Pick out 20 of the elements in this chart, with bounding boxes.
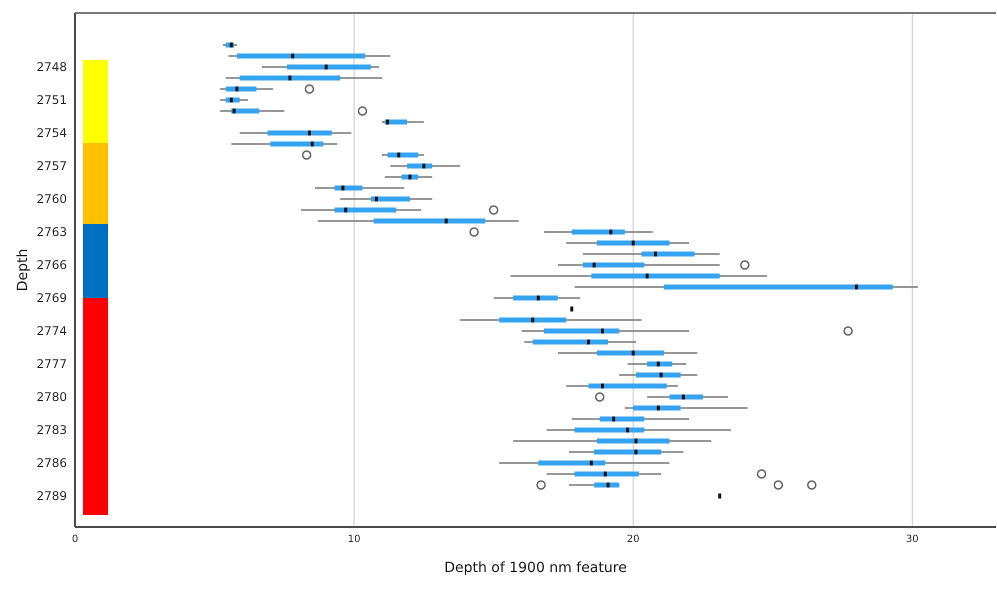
y-tick-label: 2748: [36, 60, 67, 74]
x-tick-label: 30: [906, 534, 919, 546]
x-axis-title: Depth of 1900 nm feature: [444, 560, 627, 576]
y-tick-label: 2763: [36, 224, 67, 239]
y-tick-label: 2777: [36, 356, 67, 371]
y-tick-label: 2780: [36, 390, 67, 404]
y-tick-label: 2769: [36, 290, 67, 305]
y-tick-label: 2774: [36, 324, 67, 338]
y-tick-label: 2751: [36, 92, 67, 107]
x-tick-label: 0: [72, 534, 78, 546]
x-tick-label: 20: [626, 534, 640, 546]
y-tick-label: 2789: [36, 488, 67, 503]
y-tick-label: 2783: [36, 422, 67, 437]
y-tick-label: 2760: [36, 192, 67, 206]
y-axis-title: Depth: [14, 248, 31, 292]
y-tick-label: 2766: [36, 258, 67, 272]
y-tick-label: 2754: [36, 126, 67, 140]
y-tick-label: 2786: [36, 456, 67, 470]
y-tick-label: 2757: [36, 158, 67, 173]
x-tick-label: 10: [348, 534, 360, 546]
